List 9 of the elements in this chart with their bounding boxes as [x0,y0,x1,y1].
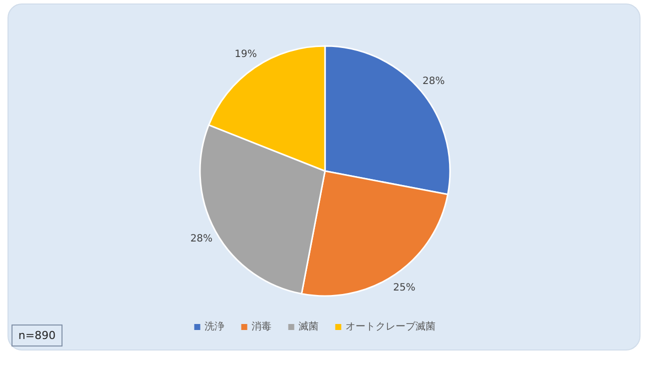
text: n=890 [18,329,56,342]
data-label: 28% [190,234,213,245]
legend-label: 洗浄 [204,320,224,333]
legend-label: 消毒 [251,320,272,333]
data-label: 25% [393,282,416,294]
legend-label: 滅菌 [298,320,318,333]
data-label: 19% [234,49,257,60]
data-label: 28% [422,76,445,87]
legend-label: オートクレーブ滅菌 [345,320,436,333]
